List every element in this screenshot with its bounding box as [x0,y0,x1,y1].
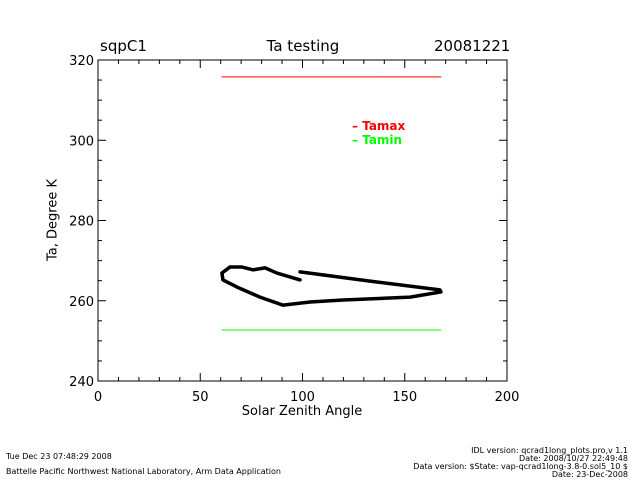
series-line-ta [220,265,443,307]
legend: – Tamax – Tamin [352,119,405,147]
x-tick-label: 150 [392,390,417,405]
idl-date: Date: 2008/10/27 22:49:48 [519,454,628,463]
footer-organization: Battelle Pacific Northwest National Labo… [6,467,281,476]
footer-timestamp: Tue Dec 23 07:48:29 2008 [6,452,112,461]
data-version: Data version: $State: vap-qcrad1long-3.8… [413,462,628,471]
legend-item-tamin: – Tamin [352,133,403,147]
y-tick-label: 280 [69,215,94,230]
idl-version: IDL version: qcrad1long_plots.pro,v 1.1 [471,446,628,455]
data-date: Date: 23-Dec-2008 [551,470,628,479]
y-tick-label: 260 [69,295,94,310]
x-tick-label: 200 [495,390,520,405]
x-tick-label: 0 [94,390,102,405]
plot-frame [97,59,508,382]
legend-item-tamax: – Tamax [352,119,406,133]
y-tick-label: 300 [69,134,94,149]
site-label: sqpC1 [100,37,147,55]
y-tick-label: 320 [69,54,94,69]
legend-label-tamin: Tamin [362,133,403,147]
y-axis-label: Ta, Degree K [45,179,61,261]
date-label: 20081221 [434,37,511,55]
x-tick-label: 50 [192,390,209,405]
chart-title: Ta testing [266,37,340,55]
footer-version-info: IDL version: qcrad1long_plots.pro,v 1.1 … [413,447,628,479]
x-tick-label: 100 [290,390,315,405]
x-axis-label: Solar Zenith Angle [241,404,363,419]
legend-label-tamax: Tamax [362,119,406,133]
y-tick-label: 240 [69,375,94,390]
